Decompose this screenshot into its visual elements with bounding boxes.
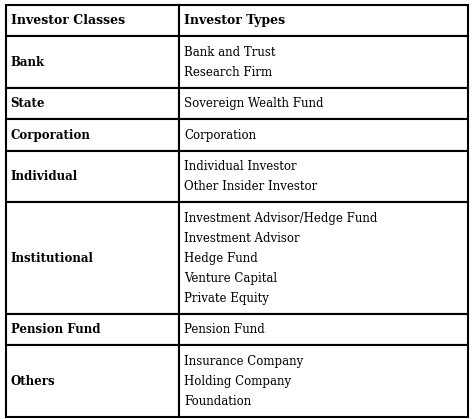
- Text: Pension Fund: Pension Fund: [184, 323, 265, 336]
- Bar: [6, 5, 179, 36]
- Text: Corporation: Corporation: [184, 129, 256, 142]
- Bar: [179, 88, 468, 119]
- Bar: [6, 36, 179, 88]
- Text: Sovereign Wealth Fund: Sovereign Wealth Fund: [184, 97, 324, 110]
- Text: Venture Capital: Venture Capital: [184, 272, 277, 285]
- Text: Investor Types: Investor Types: [184, 14, 285, 27]
- Text: Pension Fund: Pension Fund: [11, 323, 100, 336]
- Text: State: State: [11, 97, 45, 110]
- Bar: [179, 314, 468, 345]
- Bar: [179, 202, 468, 314]
- Text: Corporation: Corporation: [11, 129, 91, 142]
- Bar: [6, 151, 179, 202]
- Text: Institutional: Institutional: [11, 252, 93, 265]
- Text: Hedge Fund: Hedge Fund: [184, 252, 258, 265]
- Bar: [6, 202, 179, 314]
- Text: Bank and Trust: Bank and Trust: [184, 46, 276, 59]
- Bar: [6, 88, 179, 119]
- Text: Research Firm: Research Firm: [184, 66, 272, 79]
- Bar: [6, 314, 179, 345]
- Bar: [6, 119, 179, 151]
- Text: Foundation: Foundation: [184, 395, 251, 408]
- Text: Bank: Bank: [11, 56, 45, 69]
- Text: Individual Investor: Individual Investor: [184, 160, 297, 173]
- Text: Private Equity: Private Equity: [184, 292, 269, 305]
- Text: Investment Advisor/Hedge Fund: Investment Advisor/Hedge Fund: [184, 212, 378, 225]
- Text: Others: Others: [11, 375, 55, 388]
- Bar: [179, 345, 468, 417]
- Text: Individual: Individual: [11, 170, 78, 183]
- Bar: [6, 345, 179, 417]
- Bar: [179, 151, 468, 202]
- Bar: [179, 119, 468, 151]
- Text: Holding Company: Holding Company: [184, 375, 292, 388]
- Text: Investor Classes: Investor Classes: [11, 14, 125, 27]
- Bar: [179, 5, 468, 36]
- Bar: [179, 36, 468, 88]
- Text: Insurance Company: Insurance Company: [184, 354, 303, 367]
- Text: Other Insider Investor: Other Insider Investor: [184, 180, 318, 193]
- Text: Investment Advisor: Investment Advisor: [184, 232, 300, 245]
